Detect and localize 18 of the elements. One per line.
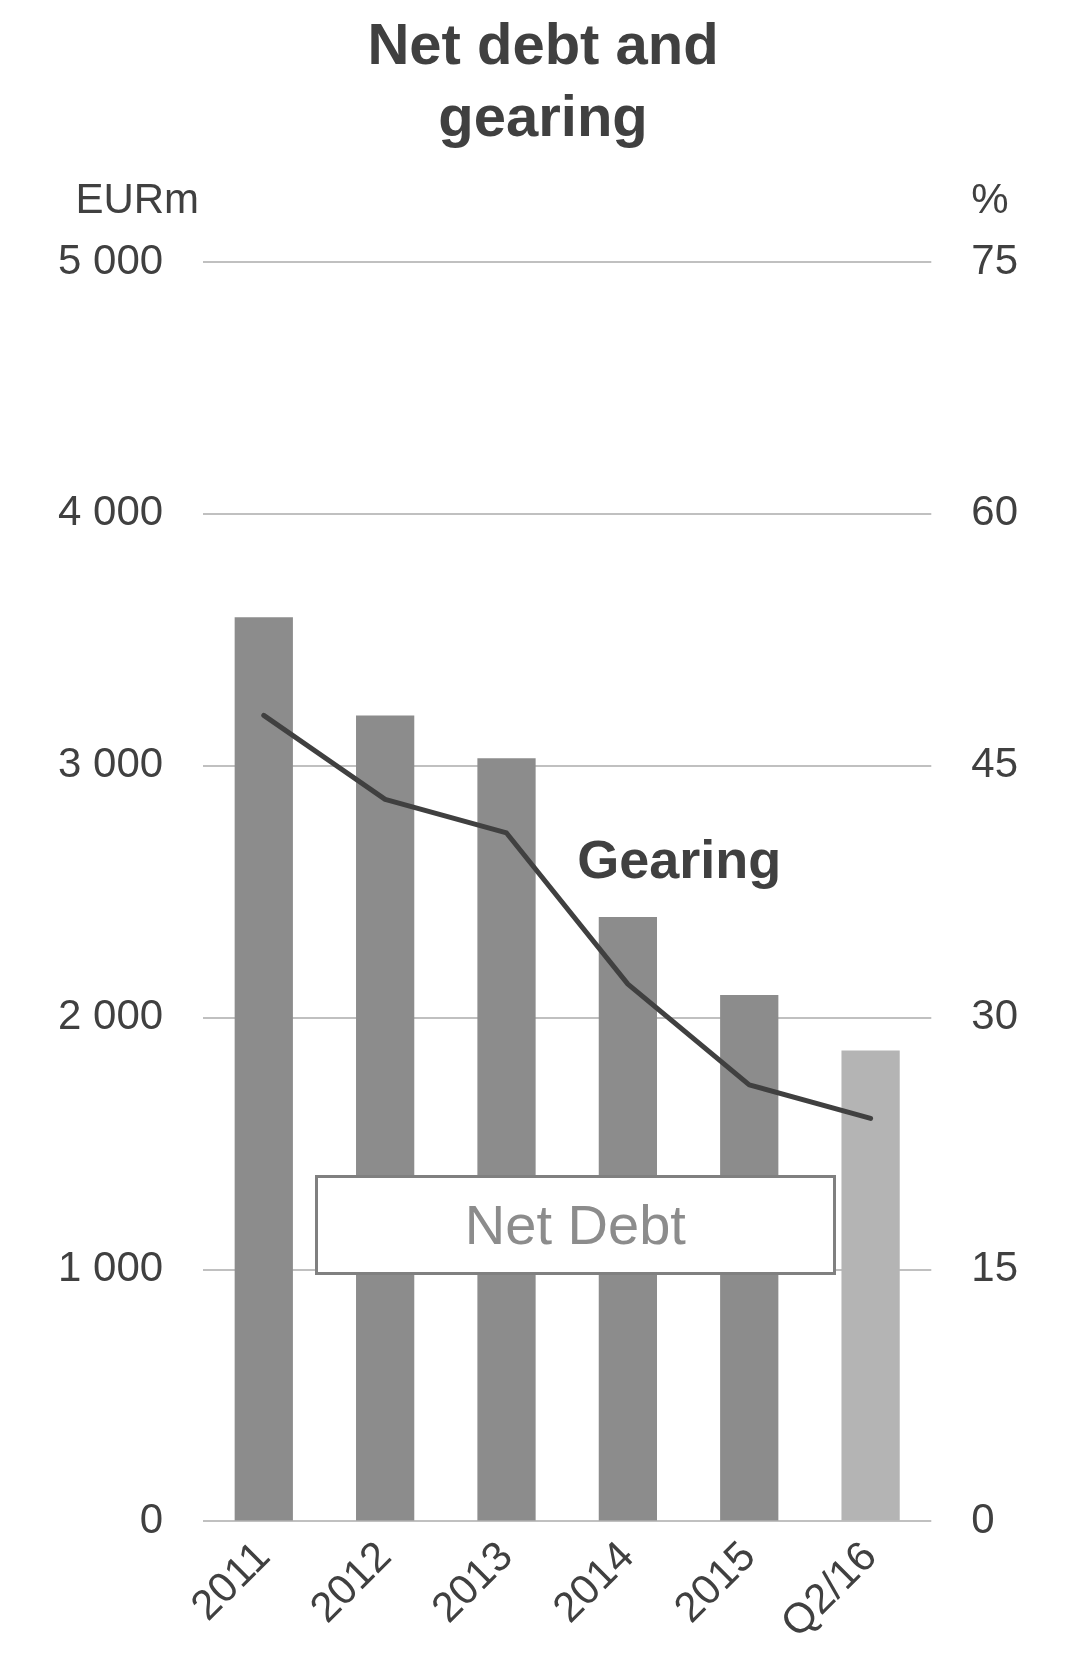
y-axis-title: EURm — [75, 174, 200, 222]
bar — [234, 617, 293, 1521]
y2-tick-label: 30 — [971, 991, 1018, 1039]
chart-title: Net debt and gearing — [366, 10, 720, 150]
y2-axis-title: % — [971, 174, 1009, 222]
y-tick-label: 1 000 — [57, 1243, 164, 1291]
y-tick-label: 3 000 — [57, 739, 164, 787]
series-label: Gearing — [577, 828, 782, 889]
y-tick-label: 5 000 — [57, 235, 164, 283]
y-tick-label: 4 000 — [57, 487, 164, 535]
y2-tick-label: 45 — [971, 739, 1018, 787]
y-tick-label: 0 — [139, 1495, 164, 1543]
y2-tick-label: 60 — [971, 487, 1018, 535]
y2-tick-label: 15 — [971, 1243, 1018, 1291]
y2-tick-label: 75 — [971, 235, 1018, 283]
y-tick-label: 2 000 — [57, 991, 164, 1039]
y2-tick-label: 0 — [971, 1495, 995, 1543]
name-box: Net Debt — [315, 1175, 836, 1276]
